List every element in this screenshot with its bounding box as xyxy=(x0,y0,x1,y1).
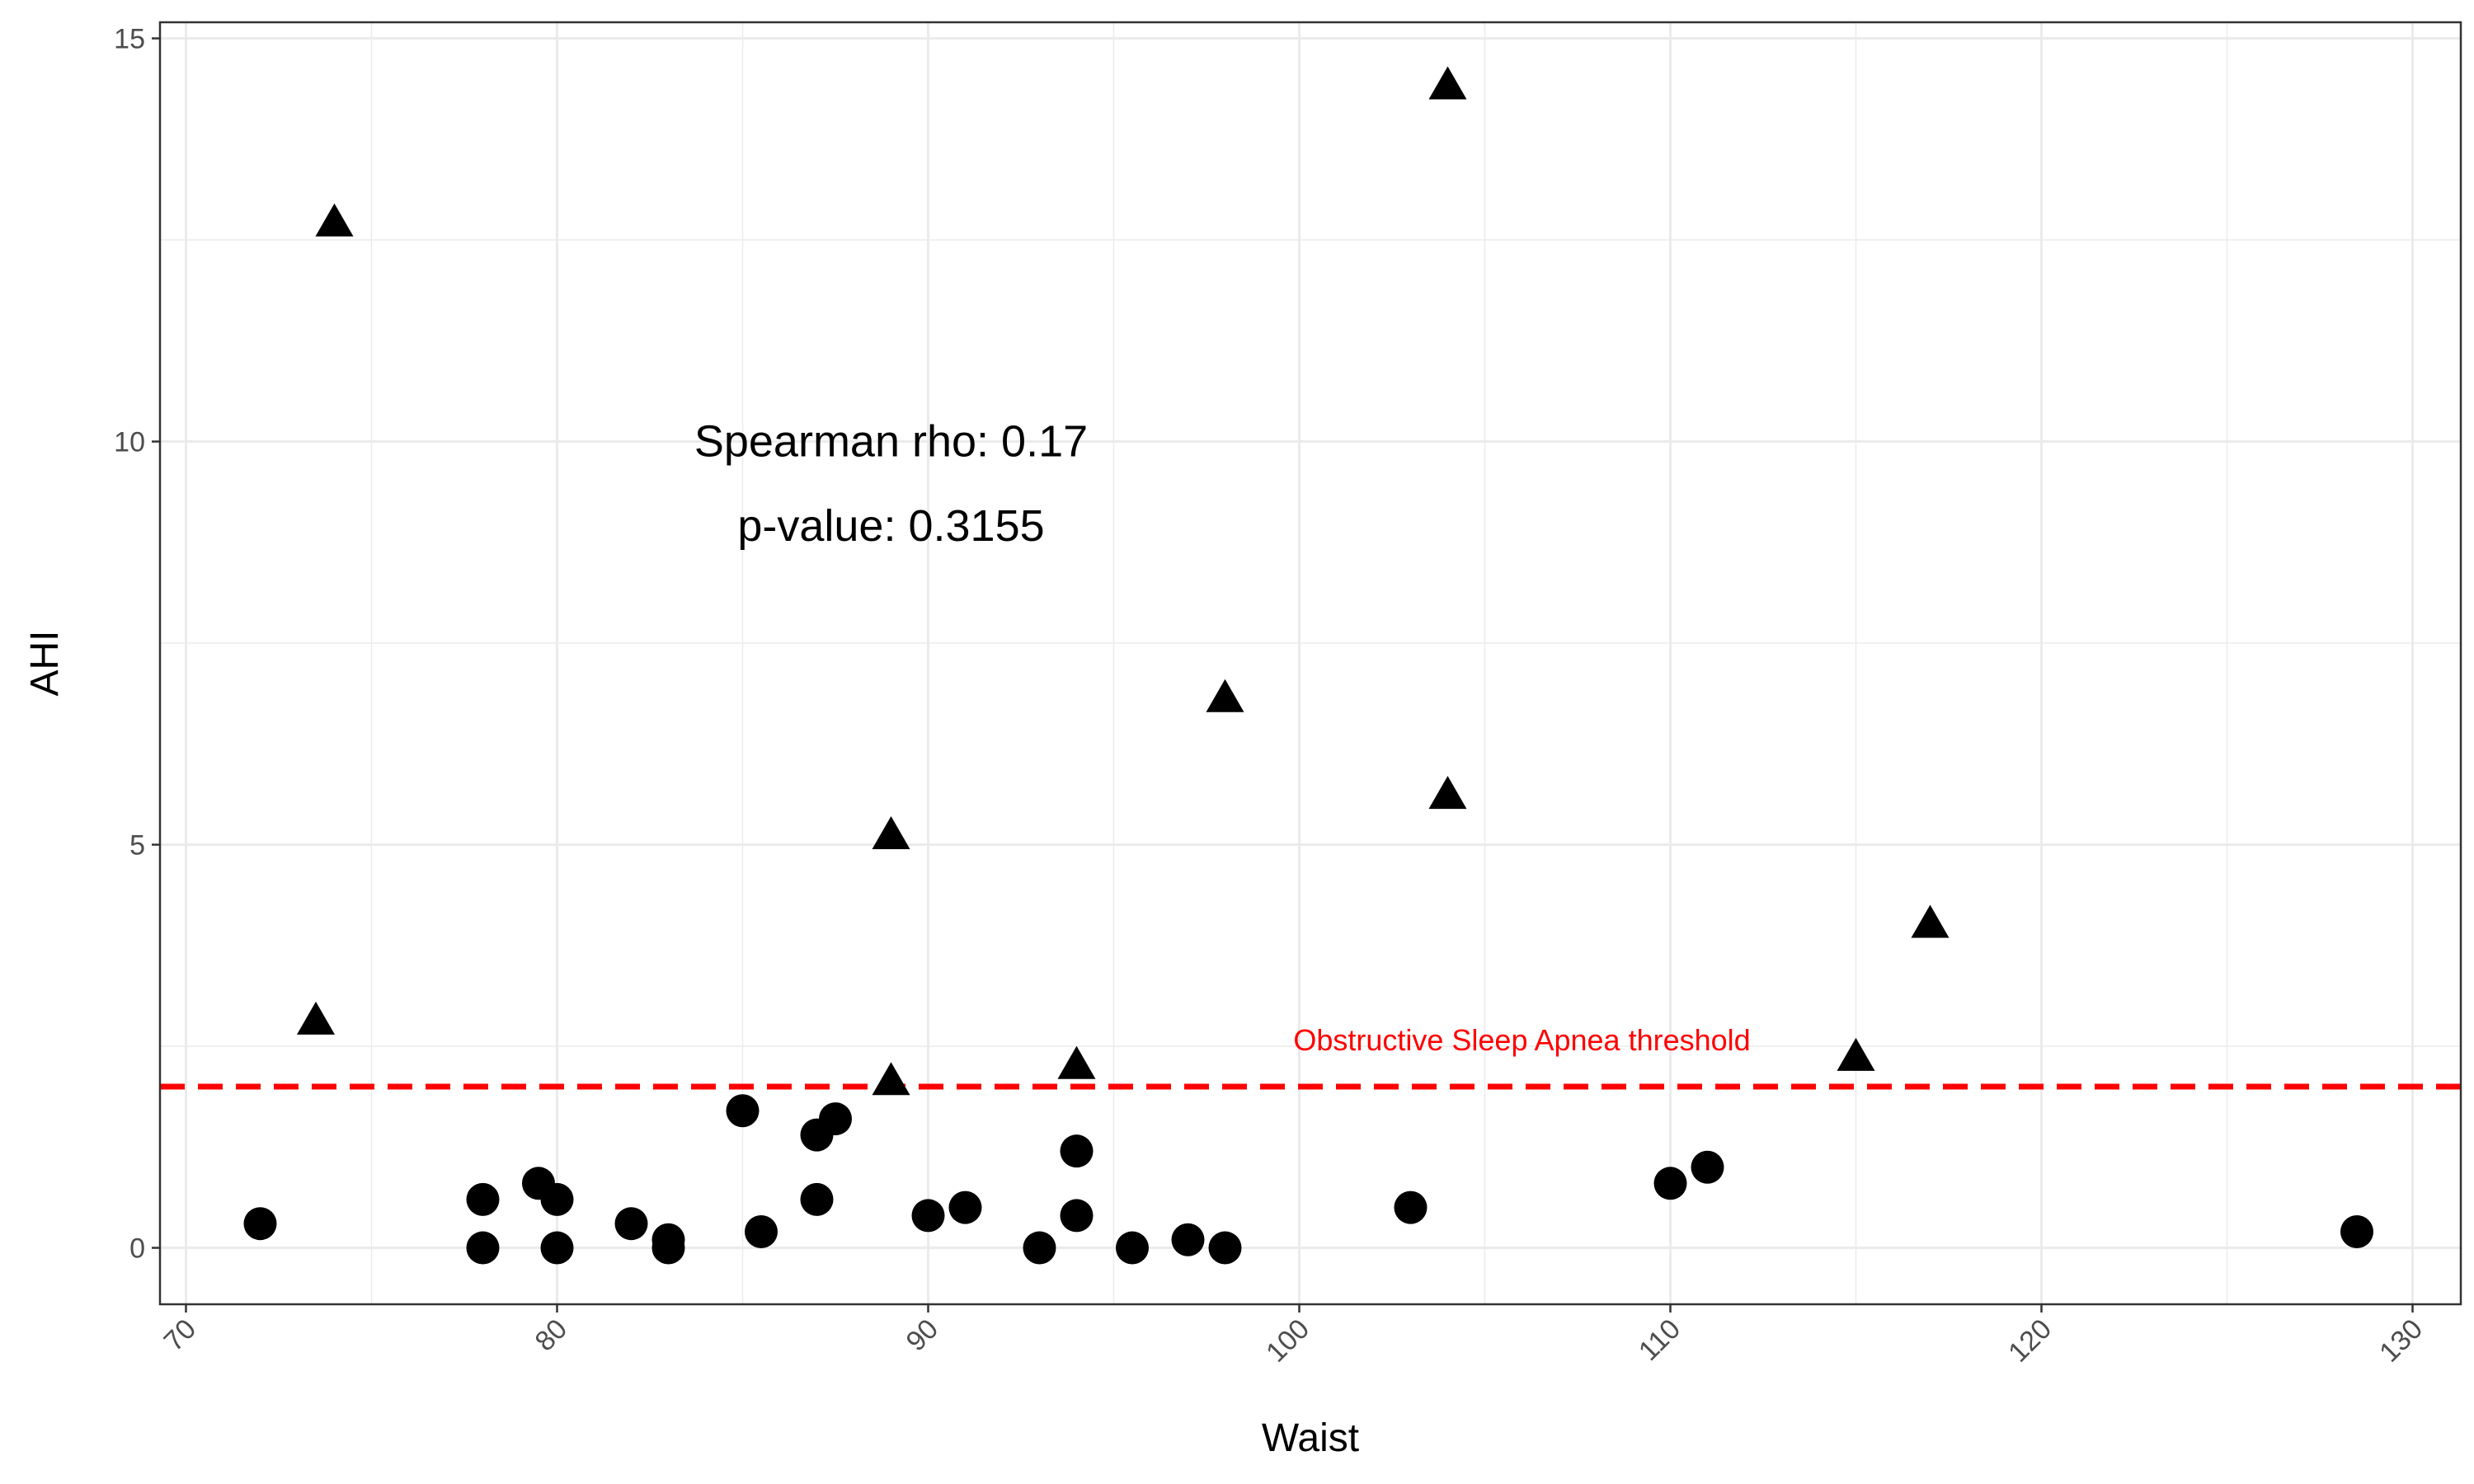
circle-point xyxy=(243,1207,277,1241)
triangle-point xyxy=(872,1062,910,1096)
y-tick-label: 10 xyxy=(114,427,145,458)
circle-point xyxy=(1060,1199,1094,1233)
threshold-layer: Obstructive Sleep Apnea threshold xyxy=(160,1023,2461,1090)
circle-point xyxy=(800,1182,834,1216)
circle-point xyxy=(1023,1231,1056,1265)
circle-point xyxy=(819,1102,852,1136)
circle-point xyxy=(1116,1231,1149,1265)
y-tick-label: 15 xyxy=(114,24,145,55)
p-value-text: p-value: 0.3155 xyxy=(737,501,1044,551)
circle-point xyxy=(1394,1190,1427,1224)
data-points xyxy=(243,66,2373,1265)
triangle-point xyxy=(1428,776,1467,810)
circle-point xyxy=(948,1190,982,1224)
circle-point xyxy=(466,1182,500,1216)
triangle-point xyxy=(1206,679,1244,712)
circle-point xyxy=(745,1214,778,1248)
triangle-point xyxy=(1837,1037,1875,1071)
triangle-point xyxy=(1057,1045,1096,1079)
triangle-point xyxy=(1428,66,1467,100)
circle-point xyxy=(614,1207,648,1241)
circle-point xyxy=(540,1182,574,1216)
circle-point xyxy=(540,1231,574,1265)
triangle-point xyxy=(872,815,910,849)
triangle-point xyxy=(297,1001,335,1035)
y-axis-title: AHI xyxy=(23,630,67,696)
circle-point xyxy=(1653,1167,1687,1200)
circle-point xyxy=(911,1199,945,1233)
panel-border xyxy=(158,21,2462,1306)
threshold-label: Obstructive Sleep Apnea threshold xyxy=(1293,1023,1750,1057)
y-tick-label: 5 xyxy=(129,830,145,862)
y-tick-label: 0 xyxy=(129,1233,145,1265)
circle-point xyxy=(726,1094,760,1128)
circle-point xyxy=(1208,1231,1242,1265)
triangle-point xyxy=(1911,904,1950,938)
circle-point xyxy=(1171,1223,1205,1256)
circle-point xyxy=(466,1231,500,1265)
circle-point xyxy=(2340,1214,2373,1248)
grid-lines xyxy=(160,22,2461,1304)
circle-point xyxy=(651,1231,685,1265)
spearman-rho-text: Spearman rho: 0.17 xyxy=(694,417,1088,467)
triangle-point xyxy=(315,203,354,237)
circle-point xyxy=(1060,1134,1094,1168)
circle-point xyxy=(1691,1150,1724,1184)
x-axis-title: Waist xyxy=(1262,1416,1359,1460)
annotation-layer: Spearman rho: 0.17 p-value: 0.3155 xyxy=(694,417,1088,552)
